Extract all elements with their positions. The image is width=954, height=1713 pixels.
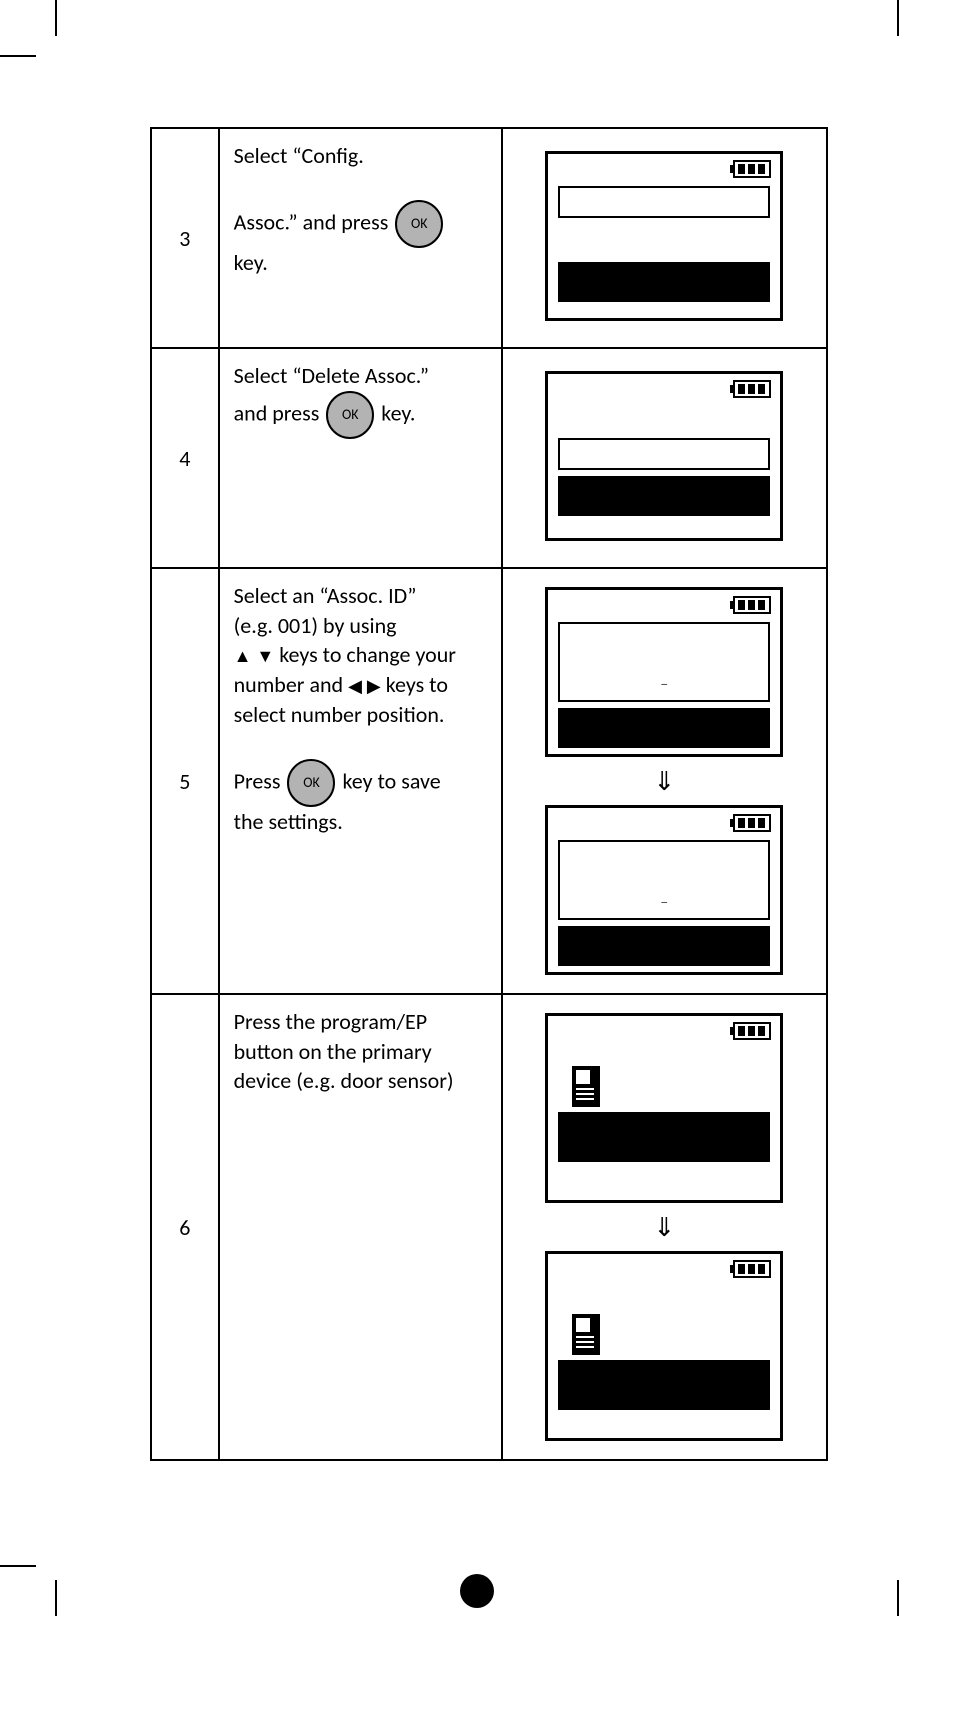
instruction-table: 3 Select “Config. Assoc.” and press OK k… (150, 127, 828, 1461)
table-row: 6 Press the program/EP button on the pri… (151, 994, 827, 1460)
ok-button-icon: OK (287, 759, 335, 807)
battery-icon (730, 160, 772, 178)
text: Press (234, 767, 286, 794)
screen-row-selected (558, 926, 770, 966)
text: key to save (342, 767, 440, 794)
text: key. (381, 399, 415, 426)
step-screen (502, 128, 827, 348)
text: Select (234, 362, 293, 389)
text: “Config. (292, 142, 364, 169)
device-screen (545, 151, 783, 321)
battery-icon (730, 596, 772, 614)
page: 3 Select “Config. Assoc.” and press OK k… (0, 0, 954, 1713)
crop-mark (897, 0, 899, 36)
text: Press the program/EP (234, 1008, 428, 1035)
text: Select (234, 142, 293, 169)
left-arrow-icon: ◀ (348, 675, 362, 697)
screen-row-selected (558, 1112, 770, 1162)
text: keys to change your (279, 641, 456, 668)
step-text: Select “Delete Assoc.” and press OK key. (219, 348, 502, 568)
step-text: Press the program/EP button on the prima… (219, 994, 502, 1460)
device-screen (545, 1013, 783, 1203)
screen-row (558, 438, 770, 470)
step-number: 6 (151, 994, 219, 1460)
text: Assoc.” (234, 209, 298, 236)
text: keys to (386, 671, 448, 698)
text: and press (234, 399, 325, 426)
text: key. (234, 249, 268, 276)
text: “Assoc. ID” (319, 582, 416, 609)
down-arrow-icon: ⇓ (503, 1211, 826, 1243)
page-number-dot (460, 1574, 494, 1608)
ok-button-icon: OK (326, 391, 374, 439)
step-number: 4 (151, 348, 219, 568)
step-number: 5 (151, 568, 219, 994)
text: the settings. (234, 808, 343, 835)
step-text: Select “Config. Assoc.” and press OK key… (219, 128, 502, 348)
table-row: 5 Select an “Assoc. ID” (e.g. 001) by us… (151, 568, 827, 994)
ok-button-icon: OK (395, 200, 443, 248)
screen-row-selected (558, 476, 770, 516)
up-arrow-icon: ▲ (234, 645, 252, 667)
crop-mark (55, 1580, 57, 1616)
step-screen (502, 348, 827, 568)
battery-icon (730, 814, 772, 832)
text: and press (303, 209, 394, 236)
screen-row: – (558, 840, 770, 920)
text: number and (234, 671, 348, 698)
text: Select an (234, 582, 320, 609)
screen-row-selected (558, 1360, 770, 1410)
crop-mark (0, 1565, 36, 1567)
device-screen: – (545, 587, 783, 757)
device-screen (545, 371, 783, 541)
table-row: 4 Select “Delete Assoc.” and press OK ke… (151, 348, 827, 568)
step-screen: – ⇓ – (502, 568, 827, 994)
crop-mark (0, 55, 36, 57)
screen-row: – (558, 622, 770, 702)
sensor-icon (572, 1066, 600, 1107)
down-arrow-icon: ▼ (256, 645, 274, 667)
battery-icon (730, 1022, 772, 1040)
screen-row-selected (558, 708, 770, 748)
battery-icon (730, 1260, 772, 1278)
dash-value: – (660, 675, 668, 694)
screen-row-selected (558, 262, 770, 302)
down-arrow-icon: ⇓ (503, 765, 826, 797)
text: (e.g. 001) by using (234, 612, 397, 639)
device-screen (545, 1251, 783, 1441)
right-arrow-icon: ▶ (367, 675, 381, 697)
dash-value: – (660, 893, 668, 912)
step-number: 3 (151, 128, 219, 348)
table-row: 3 Select “Config. Assoc.” and press OK k… (151, 128, 827, 348)
text: “Delete Assoc.” (292, 362, 429, 389)
battery-icon (730, 380, 772, 398)
step-screen: ⇓ (502, 994, 827, 1460)
crop-mark (55, 0, 57, 36)
sensor-icon (572, 1314, 600, 1355)
text: button on the primary (234, 1038, 432, 1065)
text: select number position. (234, 701, 445, 728)
crop-mark (897, 1580, 899, 1616)
text: device (e.g. door sensor) (234, 1067, 454, 1094)
step-text: Select an “Assoc. ID” (e.g. 001) by usin… (219, 568, 502, 994)
screen-row (558, 186, 770, 218)
device-screen: – (545, 805, 783, 975)
